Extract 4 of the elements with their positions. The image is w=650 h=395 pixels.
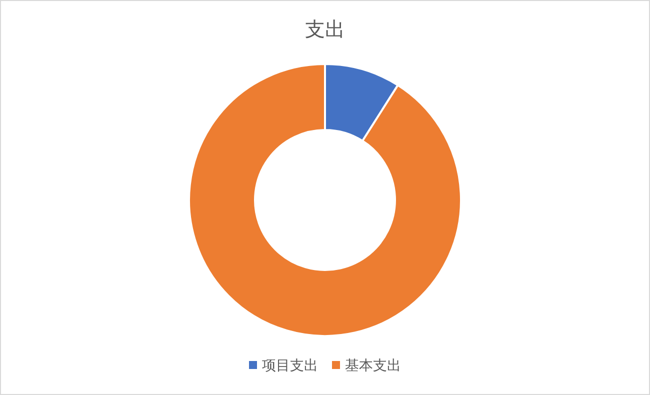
chart-title: 支出 xyxy=(305,17,345,41)
legend-label: 基本支出 xyxy=(345,358,401,374)
legend-label: 项目支出 xyxy=(262,358,318,374)
donut-slice xyxy=(188,63,462,337)
